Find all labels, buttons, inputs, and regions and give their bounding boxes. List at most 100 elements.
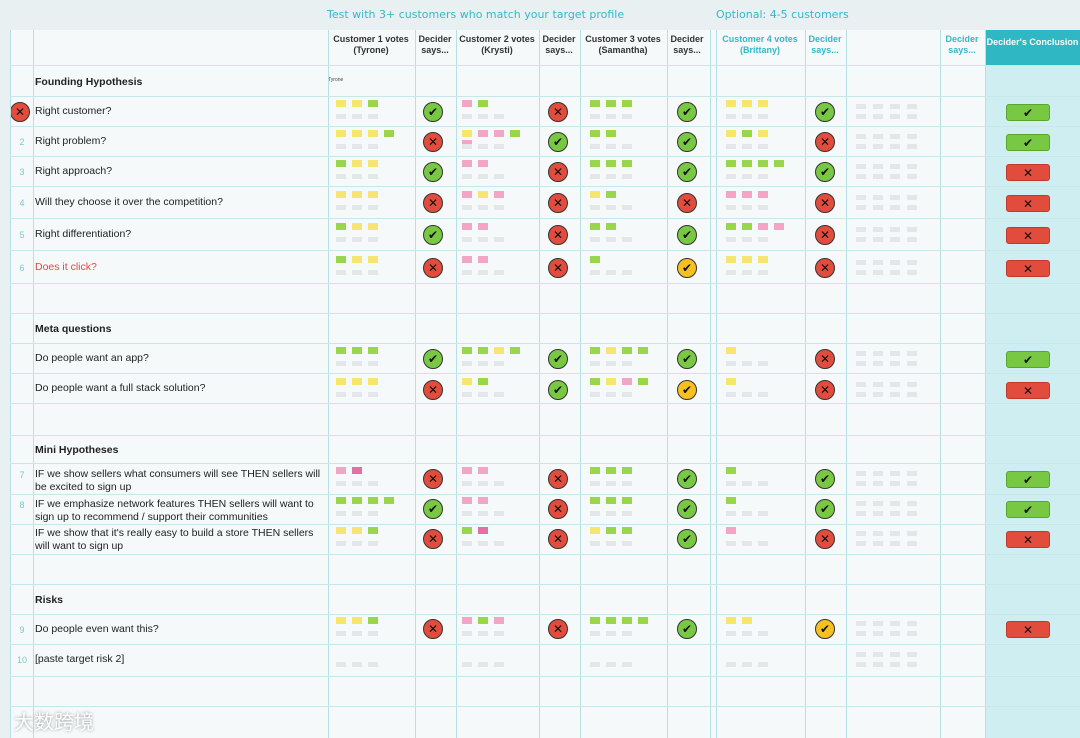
row-divider — [10, 644, 1080, 645]
check-icon: ✔ — [548, 349, 568, 369]
row-number: 3 — [19, 167, 25, 177]
sticky-note-vote — [478, 100, 488, 107]
blurred-text — [856, 631, 866, 636]
blurred-text — [856, 481, 866, 486]
sticky-note-vote — [494, 617, 504, 624]
blurred-text — [462, 541, 472, 546]
check-icon: ✔ — [677, 102, 697, 122]
sticky-note-vote — [622, 497, 632, 504]
cross-icon: ✕ — [677, 193, 697, 213]
row-label: IF we show that it's really easy to buil… — [35, 527, 314, 552]
conclusion-cross-icon: ✕ — [1006, 621, 1050, 638]
blurred-text — [856, 227, 866, 232]
blurred-text — [873, 662, 883, 667]
sticky-note-vote — [726, 347, 736, 354]
header-customer-4: Customer 4 votes (Brittany) — [722, 34, 798, 55]
blurred-text — [726, 174, 736, 179]
row-divider — [10, 676, 1080, 677]
header-customer-1: Customer 1 votes (Tyrone) — [333, 34, 409, 55]
blurred-text — [494, 361, 504, 366]
blurred-text — [873, 621, 883, 626]
blurred-text — [873, 195, 883, 200]
blurred-text — [873, 392, 883, 397]
row-divider — [10, 96, 1080, 97]
header-decider-1: Decider says... — [418, 34, 452, 55]
blurred-text — [873, 260, 883, 265]
sticky-note-vote — [590, 467, 600, 474]
blurred-text — [352, 541, 362, 546]
blurred-text — [462, 662, 472, 667]
blurred-text — [590, 114, 600, 119]
sticky-note-vote — [478, 223, 488, 230]
blurred-text — [590, 361, 600, 366]
blurred-text — [494, 392, 504, 397]
blurred-text — [856, 382, 866, 387]
blurred-text — [726, 114, 736, 119]
sticky-note-vote — [590, 527, 600, 534]
blurred-text — [873, 541, 883, 546]
sticky-note-vote — [352, 617, 362, 624]
blurred-text — [336, 662, 346, 667]
row-label: IF we emphasize network features THEN se… — [35, 498, 314, 523]
row-divider — [10, 250, 1080, 251]
conclusion-check-icon: ✔ — [1006, 351, 1050, 368]
blurred-text — [873, 205, 883, 210]
blurred-text — [352, 205, 362, 210]
row-number: 6 — [19, 263, 25, 273]
blurred-text — [352, 392, 362, 397]
blurred-text — [856, 652, 866, 657]
blurred-text — [856, 511, 866, 516]
cross-icon: ✕ — [423, 380, 443, 400]
sticky-note-vote — [742, 256, 752, 263]
sticky-note-vote — [336, 191, 346, 198]
sticky-note-vote — [352, 467, 362, 474]
row-number: 4 — [19, 198, 25, 208]
blurred-text — [336, 237, 346, 242]
cross-icon: ✕ — [548, 102, 568, 122]
check-icon: ✔ — [423, 225, 443, 245]
row-divider — [10, 706, 1080, 707]
cross-icon: ✕ — [423, 258, 443, 278]
sticky-note-vote — [494, 191, 504, 198]
blurred-text — [758, 662, 768, 667]
blurred-text — [907, 382, 917, 387]
blurred-text — [742, 631, 752, 636]
blurred-text — [622, 270, 632, 275]
blurred-text — [352, 361, 362, 366]
section-meta-questions: Meta questions — [35, 323, 112, 335]
blurred-text — [336, 631, 346, 636]
sticky-note-vote — [758, 130, 768, 137]
blurred-text — [606, 361, 616, 366]
blurred-text — [336, 361, 346, 366]
blurred-text — [478, 392, 488, 397]
blurred-text — [336, 144, 346, 149]
sticky-note-vote — [368, 617, 378, 624]
sticky-note-vote — [352, 130, 362, 137]
blurred-text — [758, 541, 768, 546]
blurred-text — [907, 631, 917, 636]
blurred-text — [478, 541, 488, 546]
blurred-text — [758, 392, 768, 397]
check-icon: ✔ — [815, 469, 835, 489]
blurred-text — [478, 144, 488, 149]
row-number: 9 — [19, 625, 25, 635]
row-divider — [10, 463, 1080, 464]
sticky-note-vote — [352, 160, 362, 167]
tiny-cell-label: Tyrone — [328, 77, 344, 83]
sticky-note-vote — [606, 378, 616, 385]
sticky-note-vote — [462, 223, 472, 230]
check-icon: ✔ — [677, 469, 697, 489]
blurred-text — [907, 104, 917, 109]
sticky-note-vote — [368, 191, 378, 198]
blurred-text — [758, 361, 768, 366]
sticky-note-vote — [336, 497, 346, 504]
sticky-note-vote — [622, 160, 632, 167]
cross-icon: ✕ — [548, 469, 568, 489]
sticky-note-vote — [462, 497, 472, 504]
sticky-note-vote — [622, 347, 632, 354]
blurred-text — [742, 481, 752, 486]
blurred-text — [856, 237, 866, 242]
blurred-text — [606, 237, 616, 242]
sticky-note-vote — [742, 191, 752, 198]
row-label: [paste target risk 2] — [35, 653, 125, 665]
